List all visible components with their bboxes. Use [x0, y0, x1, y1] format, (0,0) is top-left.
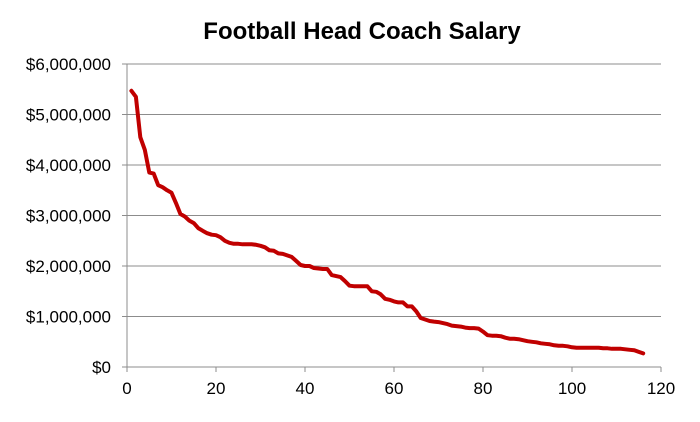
y-axis-tick-labels: $0 $1,000,000 $2,000,000 $3,000,000 $4,000,0…	[26, 55, 111, 377]
x-tick-label-6: 120	[647, 379, 675, 398]
gridlines	[127, 63, 661, 317]
x-tick-label-4: 80	[474, 379, 493, 398]
x-tick-label-2: 40	[296, 379, 315, 398]
y-tick-label-1: $1,000,000	[26, 308, 111, 327]
axes	[122, 63, 662, 372]
y-tick-label-5: $5,000,000	[26, 106, 111, 125]
y-tick-label-0: $0	[92, 358, 111, 377]
series-line-0	[129, 88, 646, 356]
chart-title: Football Head Coach Salary	[203, 18, 521, 45]
y-tick-label-2: $2,000,000	[26, 257, 111, 276]
x-tick-label-5: 100	[558, 379, 586, 398]
series-group	[129, 88, 646, 356]
x-tick-label-0: 0	[122, 379, 131, 398]
x-axis-tick-labels: 0 20 40 60 80 100 120	[122, 379, 675, 398]
y-tick-label-3: $3,000,000	[26, 207, 111, 226]
x-tick-label-3: 60	[385, 379, 404, 398]
y-tick-label-6: $6,000,000	[26, 55, 111, 74]
y-tick-label-4: $4,000,000	[26, 156, 111, 175]
x-tick-label-1: 20	[207, 379, 226, 398]
